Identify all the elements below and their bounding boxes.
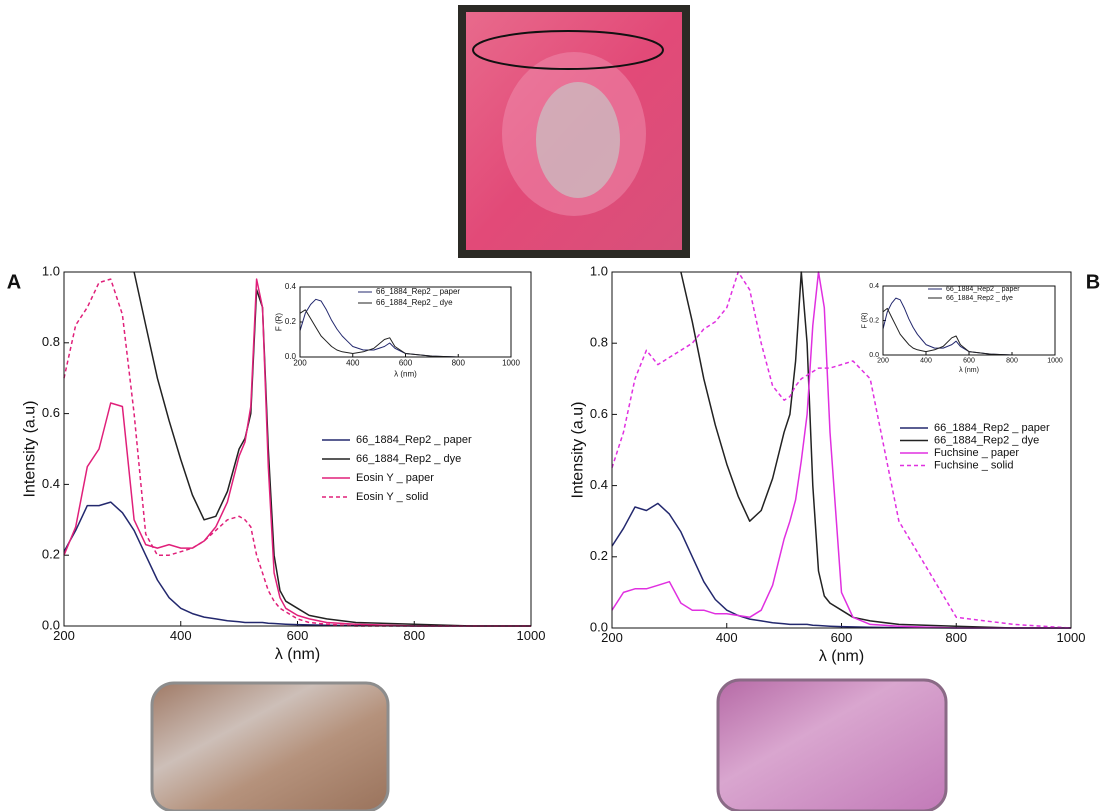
x-tick-label: 200	[601, 630, 623, 645]
legend-label: 66_1884_Rep2 _ dye	[356, 453, 461, 465]
data-line	[63, 501, 531, 627]
data-line	[63, 278, 531, 627]
y-tick-label: 0.2	[869, 317, 879, 324]
chart: 0.0 0.2 0.4 0.6 0.8 1.0 200 400 600 800 1000 λ (nm)…	[569, 263, 1100, 664]
data-line	[882, 307, 1055, 356]
legend-label: 66_1884_Rep2 _ paper	[934, 422, 1050, 434]
legend-label: 66_1884_Rep2 _ dye	[376, 298, 453, 307]
x-tick-label: 400	[920, 357, 932, 364]
panel-label: A	[7, 271, 21, 293]
x-tick-label: 1000	[1057, 630, 1086, 645]
legend-label: Fuchsine _ solid	[934, 459, 1014, 471]
y-tick-label: 0.2	[590, 548, 608, 563]
y-axis-label: F (R)	[274, 313, 283, 332]
y-tick-label: 0.2	[285, 317, 297, 326]
y-tick-label: 0.8	[42, 334, 60, 349]
axes-frame	[611, 271, 1072, 629]
legend-label: 66_1884_Rep2 _ dye	[946, 295, 1013, 302]
legend-label: Fuchsine _ paper	[934, 447, 1019, 459]
x-tick-label: 200	[53, 628, 75, 643]
legend-label: Eosin Y _ paper	[356, 472, 434, 484]
inset-background	[300, 287, 511, 357]
axes-frame	[63, 271, 532, 627]
legend-label: 66_1884_Rep2 _ dye	[934, 434, 1039, 446]
legend-label: 66_1884_Rep2 _ paper	[376, 287, 460, 296]
inset-chart: 0.0 0.2 0.4 200 400 600 800 1000 λ (nm) F (R) 66_1…	[862, 283, 1063, 374]
data-line	[299, 309, 511, 358]
x-tick-label: 1000	[1047, 357, 1063, 364]
x-tick-label: 1000	[517, 628, 546, 643]
y-tick-label: 0.0	[42, 617, 60, 632]
y-tick-label: 0.4	[42, 476, 60, 491]
y-tick-label: 0.6	[42, 405, 60, 420]
x-tick-label: 600	[963, 357, 975, 364]
x-axis-label: λ (nm)	[394, 370, 417, 379]
axes-frame	[882, 285, 1056, 356]
x-tick-label: 800	[452, 359, 466, 368]
x-tick-label: 600	[831, 630, 853, 645]
y-tick-label: 1.0	[590, 263, 608, 278]
y-axis-label: Intensity (a.u)	[569, 402, 586, 499]
data-line	[611, 271, 1072, 629]
stamp-photo	[458, 5, 690, 258]
x-tick-label: 800	[403, 628, 425, 643]
legend-label: 66_1884_Rep2 _ paper	[356, 434, 472, 446]
y-tick-label: 0.8	[590, 335, 608, 350]
x-axis-label: λ (nm)	[819, 648, 864, 665]
x-tick-label: 400	[716, 630, 738, 645]
y-axis-label: F (R)	[862, 313, 869, 329]
x-axis-label: λ (nm)	[959, 367, 979, 374]
x-tick-label: 400	[170, 628, 192, 643]
x-tick-label: 200	[877, 357, 889, 364]
x-tick-label: 800	[1006, 357, 1018, 364]
data-line	[63, 278, 531, 627]
inset-background	[883, 286, 1055, 355]
y-tick-label: 0.4	[590, 477, 608, 492]
x-tick-label: 200	[293, 359, 307, 368]
x-tick-label: 400	[346, 359, 360, 368]
chart: 0.0 0.2 0.4 0.6 0.8 1.0 200 400 600 800 1000 λ (nm)…	[7, 263, 546, 662]
legend-label: Eosin Y _ solid	[356, 491, 428, 503]
x-tick-label: 800	[945, 630, 967, 645]
panel-label: B	[1086, 271, 1100, 293]
axes-frame	[299, 286, 512, 358]
y-axis-label: Intensity (a.u)	[21, 401, 38, 498]
legend-label: 66_1884_Rep2 _ paper	[946, 286, 1020, 293]
y-tick-label: 0.4	[285, 282, 297, 291]
x-tick-label: 600	[399, 359, 413, 368]
x-tick-label: 1000	[502, 359, 520, 368]
sample-photo-b	[716, 678, 948, 811]
y-tick-label: 0.2	[42, 547, 60, 562]
y-tick-label: 0.6	[590, 406, 608, 421]
x-axis-label: λ (nm)	[275, 646, 320, 663]
data-line	[611, 502, 1071, 629]
data-line	[611, 271, 1071, 629]
x-tick-label: 600	[287, 628, 309, 643]
y-tick-label: 0.0	[590, 619, 608, 634]
y-tick-label: 1.0	[42, 263, 60, 278]
y-tick-label: 0.4	[869, 283, 879, 290]
inset-chart: 0.0 0.2 0.4 200 400 600 800 1000 λ (nm) F (R) 66_1…	[274, 282, 520, 379]
y-tick-label: 0.0	[869, 352, 879, 359]
y-tick-label: 0.0	[285, 352, 297, 361]
sample-photo-a	[150, 681, 390, 811]
